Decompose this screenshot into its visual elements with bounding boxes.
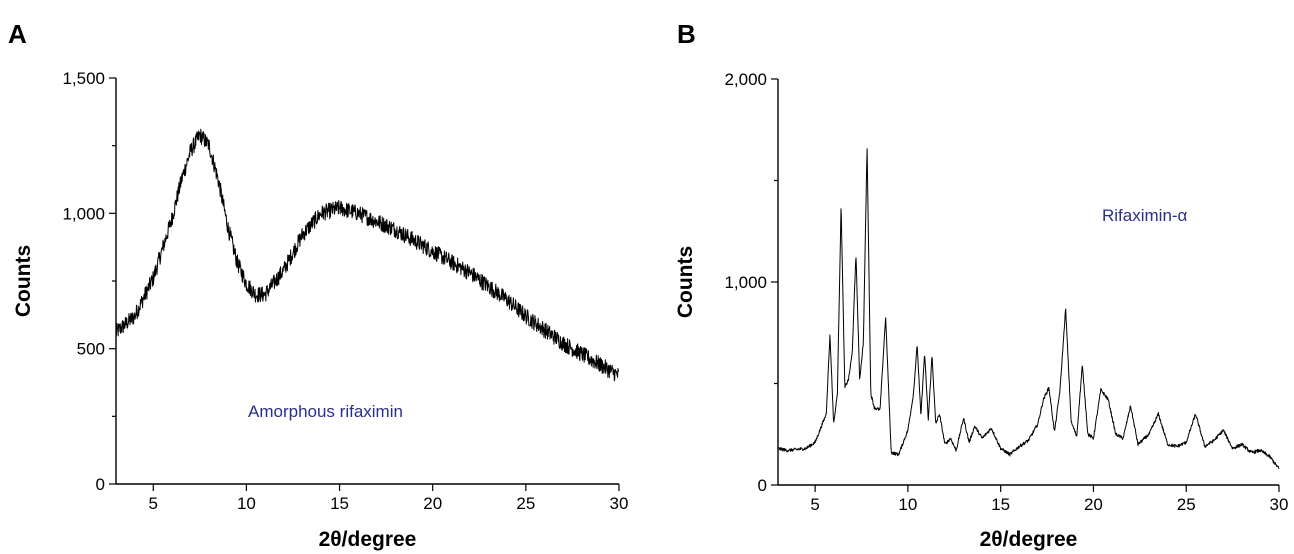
x-tick-label: 20 <box>1084 495 1103 514</box>
panel-letter: B <box>677 19 696 49</box>
x-tick-label: 5 <box>810 495 819 514</box>
x-tick-label: 30 <box>1270 495 1289 514</box>
x-tick-label: 30 <box>610 494 629 513</box>
y-tick-label: 0 <box>96 475 105 494</box>
panel-b: B 5 10 15 20 25 30 0 1,000 2,000 2θ/degree Counts Ri… <box>674 19 1288 551</box>
x-tick-label: 20 <box>423 494 442 513</box>
series-annotation: Amorphous rifaximin <box>248 402 403 421</box>
y-tick-label: 0 <box>758 476 767 495</box>
y-tick-label: 1,500 <box>62 69 105 88</box>
panel-a: A 5 10 15 20 25 30 0 500 1,000 1,500 2θ/degree Count… <box>8 19 628 551</box>
y-tick-label: 1,000 <box>62 204 105 223</box>
x-tick-label: 10 <box>237 494 256 513</box>
x-axis-title: 2θ/degree <box>319 528 417 551</box>
y-axis-title: Counts <box>12 245 35 317</box>
series-annotation: Rifaximin-α <box>1102 206 1188 225</box>
panel-letter: A <box>8 19 27 49</box>
x-tick-label: 25 <box>1177 495 1196 514</box>
y-tick-label: 500 <box>77 340 105 359</box>
x-tick-label: 15 <box>991 495 1010 514</box>
x-axis-title: 2θ/degree <box>980 528 1078 551</box>
series-line <box>777 148 1280 470</box>
x-tick-label: 10 <box>898 495 917 514</box>
series-line <box>115 128 620 382</box>
y-axis-title: Counts <box>674 246 697 318</box>
x-tick-label: 25 <box>516 494 535 513</box>
y-tick-label: 2,000 <box>724 70 767 89</box>
x-tick-label: 5 <box>149 494 158 513</box>
y-tick-label: 1,000 <box>724 273 767 292</box>
x-tick-label: 15 <box>330 494 349 513</box>
